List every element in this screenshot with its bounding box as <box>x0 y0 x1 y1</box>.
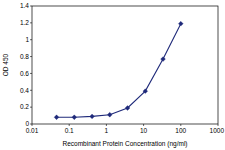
plot-frame <box>32 6 218 124</box>
data-point <box>161 57 166 62</box>
data-point <box>125 106 130 111</box>
x-tick-label: 100 <box>175 127 186 134</box>
y-tick-label: 1.4 <box>20 2 29 9</box>
y-tick-label: 0.4 <box>20 87 29 94</box>
x-tick-label: 0.1 <box>65 127 74 134</box>
y-tick-label: 0.6 <box>20 70 29 77</box>
chart-root: 00.20.40.60.811.21.40.010.11101001000Rec… <box>0 0 225 150</box>
data-point <box>107 112 112 117</box>
x-axis-label: Recombinant Protein Concentration (ng/ml… <box>62 140 187 148</box>
x-tick-label: 1000 <box>210 127 225 134</box>
data-point <box>90 114 95 119</box>
chart: 00.20.40.60.811.21.40.010.11101001000Rec… <box>0 0 225 150</box>
y-axis-label: OD 450 <box>2 53 9 76</box>
x-tick-label: 1 <box>105 127 109 134</box>
y-tick-label: 1.2 <box>20 19 29 26</box>
y-tick-label: 1 <box>25 36 29 43</box>
data-point <box>143 89 148 94</box>
series-group <box>54 21 183 119</box>
x-tick-label: 0.01 <box>26 127 39 134</box>
y-tick-label: 0.2 <box>20 103 29 110</box>
data-point <box>178 21 183 26</box>
data-point <box>54 115 59 120</box>
x-tick-label: 10 <box>140 127 148 134</box>
y-tick-label: 0.8 <box>20 53 29 60</box>
series-line <box>57 24 181 118</box>
data-point <box>72 115 77 120</box>
